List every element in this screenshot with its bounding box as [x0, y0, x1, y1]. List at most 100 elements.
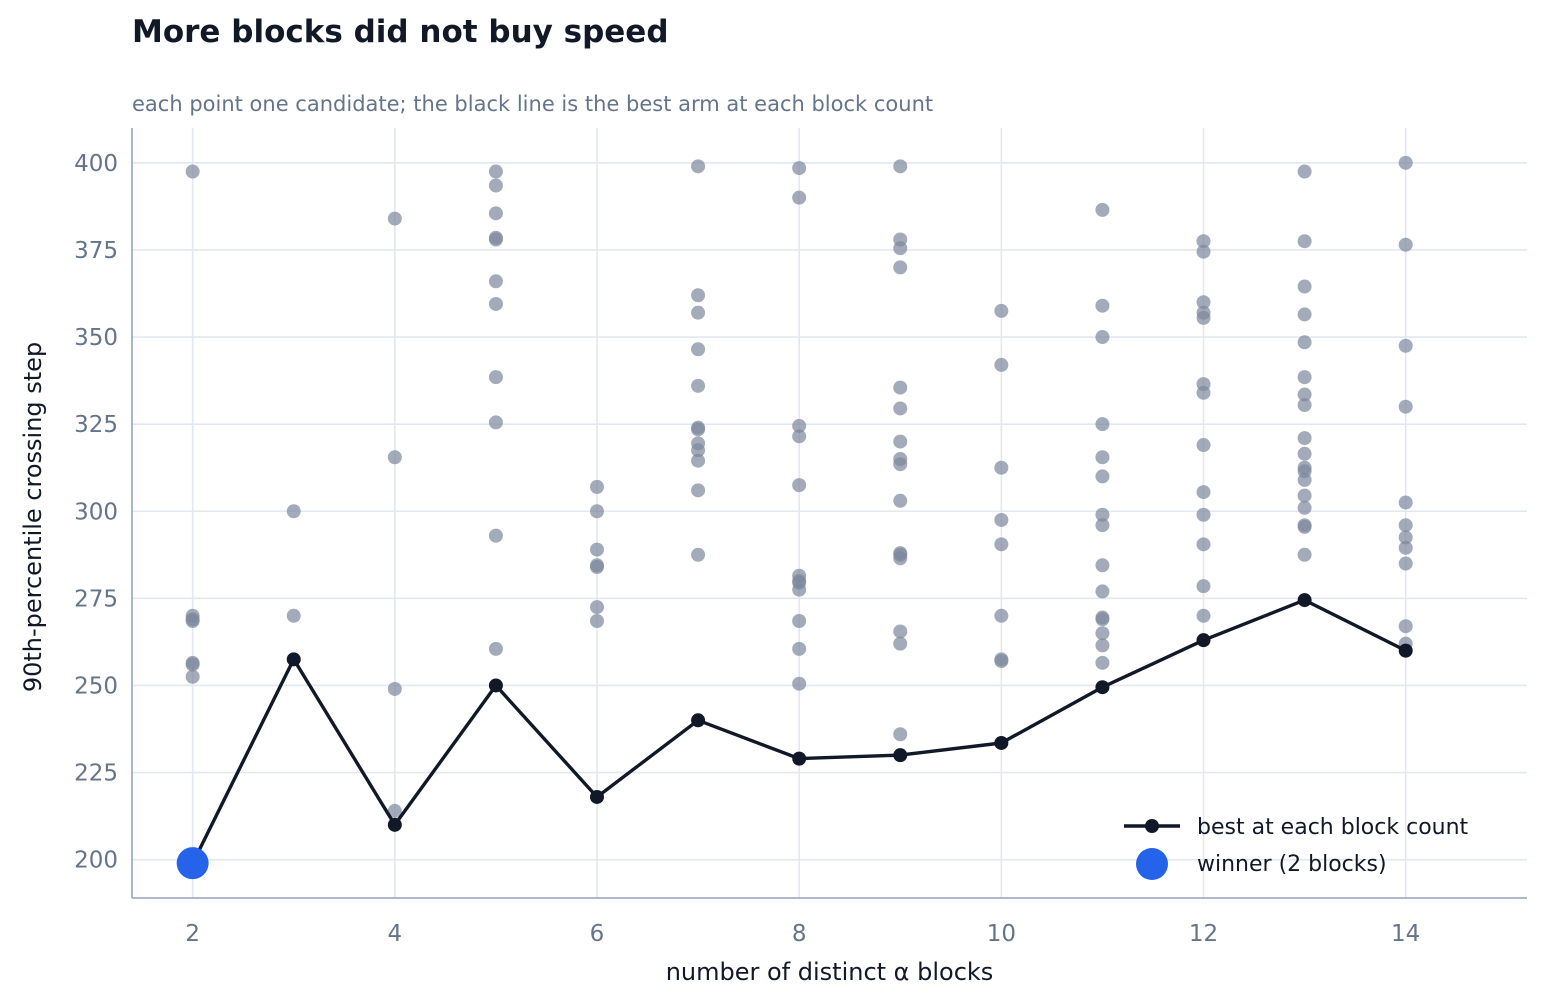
candidate-point: [1398, 399, 1413, 414]
candidate-point: [994, 460, 1009, 475]
candidate-point: [185, 164, 200, 179]
best-point: [691, 713, 706, 728]
candidate-point: [1297, 234, 1312, 249]
candidate-points: [185, 155, 1413, 818]
candidate-point: [792, 161, 807, 176]
candidate-point: [691, 378, 706, 393]
y-tick-label: 400: [74, 151, 118, 177]
candidate-point: [1196, 438, 1211, 453]
candidate-point: [1095, 558, 1110, 573]
candidate-point: [994, 303, 1009, 318]
candidate-point: [893, 241, 908, 256]
candidate-point: [792, 418, 807, 433]
candidate-point: [590, 479, 604, 494]
candidate-point: [792, 478, 807, 493]
candidate-point: [488, 370, 503, 385]
candidate-point: [893, 493, 908, 508]
candidate-point: [691, 443, 706, 458]
tick-labels: 200 225 250 275 300 325 350 375 400 2 4 6 8 10 12 14: [74, 151, 1420, 947]
winner-point: [176, 847, 209, 880]
x-axis-label: number of distinct α blocks: [666, 958, 994, 986]
candidate-point: [1297, 500, 1312, 515]
y-tick-label: 225: [74, 761, 118, 787]
best-point: [994, 735, 1009, 750]
candidate-point: [792, 429, 807, 444]
candidate-point: [1196, 507, 1211, 522]
candidate-point: [1398, 530, 1413, 545]
candidate-point: [1297, 519, 1312, 534]
legend-line-marker: [1145, 819, 1159, 833]
axes: [131, 128, 1527, 899]
best-point: [1398, 643, 1413, 658]
candidate-point: [488, 296, 503, 311]
candidate-point: [1095, 450, 1110, 465]
candidate-point: [488, 178, 503, 193]
best-point: [286, 652, 301, 667]
candidate-point: [792, 190, 807, 205]
candidate-point: [185, 657, 200, 672]
candidate-point: [488, 206, 503, 221]
candidate-point: [994, 357, 1009, 372]
candidate-point: [691, 305, 706, 320]
winner-group: [176, 847, 209, 880]
candidate-point: [1398, 495, 1413, 510]
candidate-point: [286, 608, 301, 623]
y-tick-label: 200: [74, 848, 118, 874]
candidate-point: [488, 415, 503, 430]
y-axis-label: 90th-percentile crossing step: [19, 342, 47, 692]
y-tick-label: 375: [74, 238, 118, 264]
candidate-point: [1196, 579, 1211, 594]
candidate-point: [1095, 330, 1110, 345]
candidate-point: [1095, 638, 1110, 653]
candidate-point: [893, 434, 908, 449]
legend: best at each block count winner (2 block…: [1124, 815, 1469, 880]
candidate-point: [488, 164, 503, 179]
candidate-point: [1095, 612, 1110, 627]
candidate-point: [488, 232, 503, 247]
best-point: [1297, 593, 1312, 608]
candidate-point: [1196, 310, 1211, 325]
candidate-point: [1095, 202, 1110, 217]
y-tick-label: 250: [74, 673, 118, 699]
candidate-point: [893, 380, 908, 395]
candidate-point: [1297, 387, 1312, 402]
candidate-point: [893, 624, 908, 639]
candidate-point: [792, 676, 807, 691]
chart-title: More blocks did not buy speed: [132, 14, 669, 50]
candidate-point: [1095, 507, 1110, 522]
candidate-point: [893, 636, 908, 651]
best-point: [1095, 680, 1110, 695]
y-tick-label: 350: [74, 325, 118, 351]
legend-best-label: best at each block count: [1197, 815, 1469, 840]
candidate-point: [994, 512, 1009, 527]
candidate-point: [1297, 370, 1312, 385]
candidate-point: [1398, 155, 1413, 170]
best-point: [488, 678, 503, 693]
candidate-point: [1095, 626, 1110, 641]
candidate-point: [994, 537, 1009, 552]
candidate-point: [1297, 446, 1312, 461]
best-point: [893, 748, 908, 763]
candidate-point: [691, 288, 706, 303]
candidate-point: [185, 669, 200, 684]
candidate-point: [1398, 338, 1413, 353]
candidate-point: [1095, 655, 1110, 670]
candidate-point: [691, 422, 706, 437]
candidate-point: [590, 560, 604, 575]
candidate-point: [1196, 234, 1211, 249]
best-line-group: [185, 593, 1413, 871]
candidate-point: [893, 727, 908, 742]
candidate-point: [691, 159, 706, 174]
candidate-point: [1095, 584, 1110, 599]
candidate-point: [185, 614, 200, 629]
candidate-point: [1095, 417, 1110, 432]
candidate-point: [1297, 164, 1312, 179]
x-tick-label: 10: [987, 921, 1016, 947]
y-tick-label: 275: [74, 586, 118, 612]
candidate-point: [387, 681, 402, 696]
best-point: [387, 817, 402, 832]
candidate-point: [792, 614, 807, 629]
candidate-point: [1297, 547, 1312, 562]
x-tick-label: 12: [1189, 921, 1218, 947]
candidate-point: [1095, 469, 1110, 484]
